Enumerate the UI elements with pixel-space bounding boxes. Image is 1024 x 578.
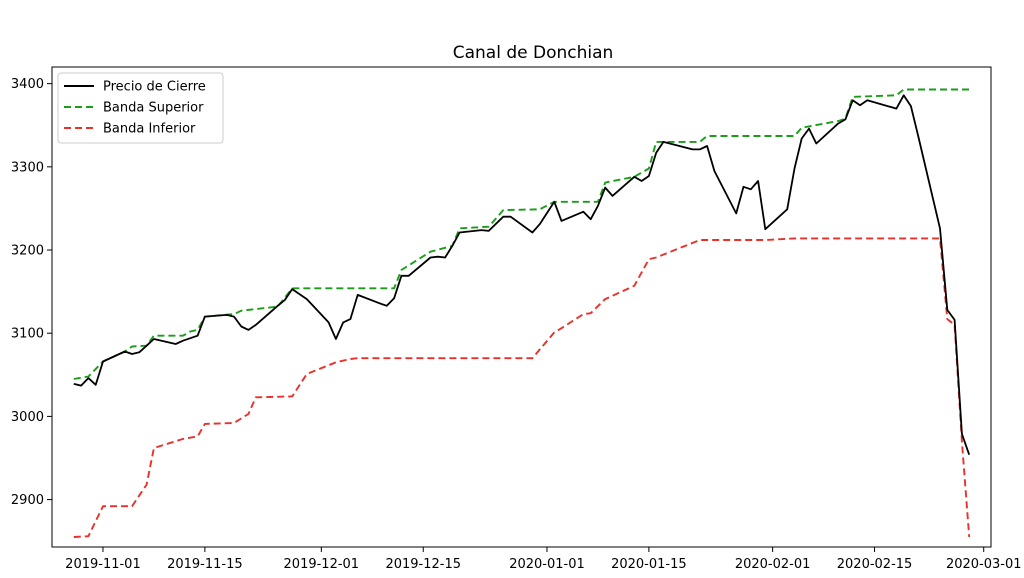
x-tick-label: 2020-02-01	[735, 557, 811, 572]
x-tick-label: 2020-02-15	[837, 557, 913, 572]
y-tick-label: 2900	[11, 493, 44, 508]
chart-title: Canal de Donchian	[453, 43, 614, 63]
x-tick-label: 2020-03-01	[946, 557, 1022, 572]
plot-frame	[51, 66, 992, 548]
axes-ticks: 2900 3000 3100 3200 3300 3400 2019-11-01 2019-1…	[11, 77, 1022, 572]
y-tick-label: 3000	[11, 410, 44, 425]
x-tick-label: 2019-11-01	[65, 557, 141, 572]
x-tick-label: 2019-12-15	[385, 557, 461, 572]
y-tick-label: 3200	[11, 244, 44, 259]
x-tick-label: 2020-01-01	[509, 557, 585, 572]
legend-label: Banda Inferior	[103, 122, 196, 137]
legend-label: Precio de Cierre	[103, 80, 206, 95]
legend: Precio de Cierre Banda Superior Banda Infe…	[57, 72, 224, 144]
legend-label: Banda Superior	[103, 101, 204, 116]
series-line-1	[73, 88, 970, 380]
x-tick-label: 2020-01-15	[611, 557, 687, 572]
series-line-2	[73, 237, 971, 538]
y-tick-label: 3400	[11, 77, 44, 92]
series-line-0	[73, 94, 971, 455]
series-layer	[73, 88, 971, 538]
x-tick-label: 2019-12-01	[284, 557, 360, 572]
x-tick-label: 2019-11-15	[167, 557, 243, 572]
legend-box	[57, 72, 224, 144]
y-tick-label: 3300	[11, 160, 44, 175]
y-tick-label: 3100	[11, 327, 44, 342]
